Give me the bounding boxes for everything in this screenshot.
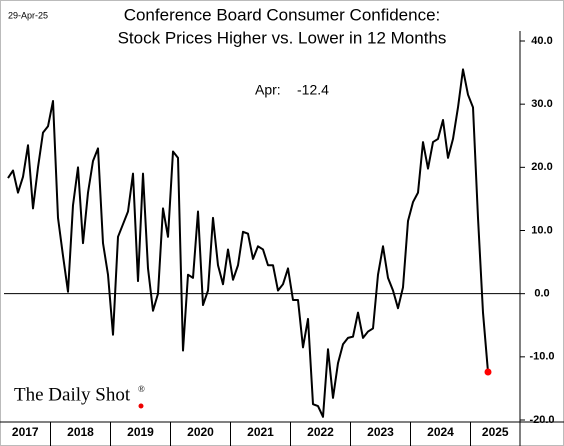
y-tick-label: -20.0 xyxy=(529,414,554,426)
x-tick-label: 2022 xyxy=(307,425,334,439)
chart-title: Conference Board Consumer Confidence: xyxy=(124,5,441,24)
y-tick-label: 30.0 xyxy=(531,98,552,110)
source-logo: The Daily Shot xyxy=(14,384,131,405)
x-tick-label: 2017 xyxy=(12,425,39,439)
chart-title: Stock Prices Higher vs. Lower in 12 Mont… xyxy=(118,28,447,47)
logo-dot xyxy=(138,403,144,409)
y-tick-label: 10.0 xyxy=(531,224,552,236)
y-tick-label: 20.0 xyxy=(531,161,552,173)
line xyxy=(7,68,489,418)
x-tick-label: 2025 xyxy=(482,425,509,439)
date: 29-Apr-25 xyxy=(8,10,48,20)
x-tick-label: 2021 xyxy=(247,425,274,439)
x-tick-label: 2020 xyxy=(187,425,214,439)
last-point xyxy=(484,368,492,376)
x-tick-label: 2024 xyxy=(427,425,454,439)
y-tick-label: 0.0 xyxy=(534,288,549,300)
x-tick-label: 2018 xyxy=(67,425,94,439)
x-tick-label: 2019 xyxy=(127,425,154,439)
annotation-value: -12.4 xyxy=(297,82,329,98)
x-tick-label: 2023 xyxy=(367,425,394,439)
y-tick-label: 40.0 xyxy=(531,35,552,47)
y-tick-label: -10.0 xyxy=(529,351,554,363)
source-mark: ® xyxy=(138,384,145,394)
annotation-label: Apr: xyxy=(255,82,281,98)
